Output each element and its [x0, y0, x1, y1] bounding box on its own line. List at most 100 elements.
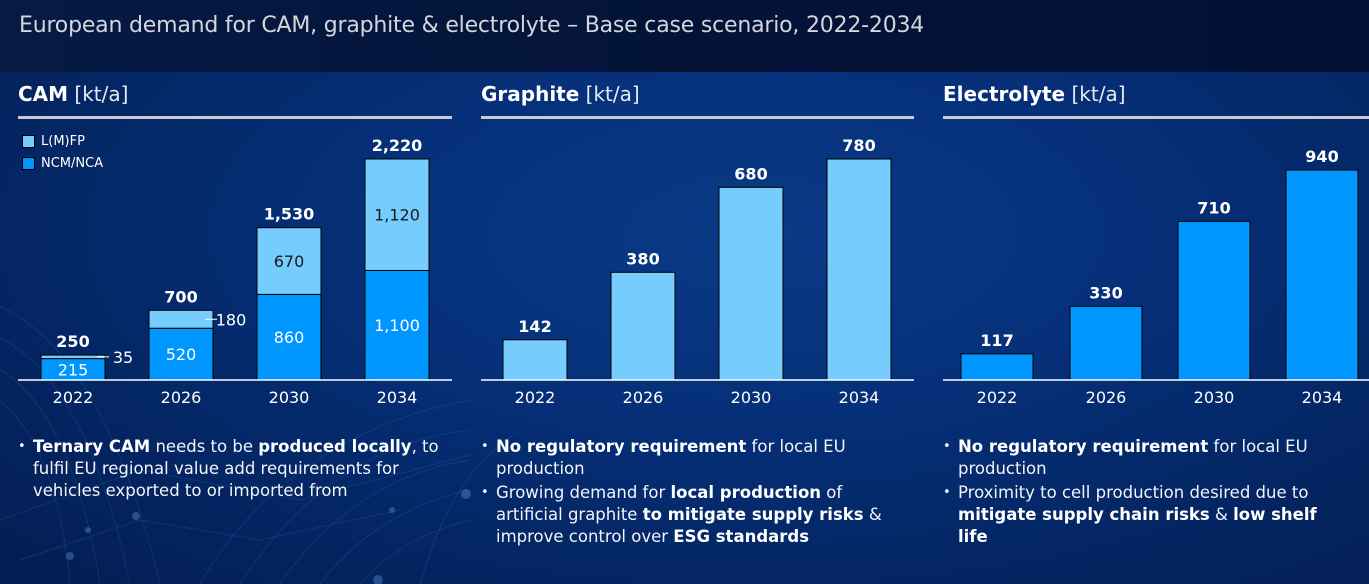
bar-value-label: 940 — [1305, 147, 1338, 166]
bar — [826, 158, 892, 381]
cam-bullets: Ternary CAM needs to be produced locally… — [18, 436, 458, 504]
graphite-bullets: No regulatory requirement for local EU p… — [481, 436, 901, 550]
graphite-chart: 142 380 680 780 2022 2026 2030 2034 — [481, 136, 914, 407]
unit-text: [kt/a] — [585, 82, 640, 106]
x-tick-label: 2030 — [269, 388, 310, 407]
electrolyte-chart: 117 330 710 940 2022 2026 2030 2034 — [943, 147, 1369, 407]
electrolyte-bullets: No regulatory requirement for local EU p… — [943, 436, 1343, 550]
legend-label: NCM/NCA — [41, 155, 104, 171]
bar-value-label: 780 — [842, 136, 875, 155]
bullet-text: needs to be — [150, 437, 259, 456]
bar-value-label: 117 — [980, 331, 1013, 350]
bullet-text: of artificial graphite — [496, 483, 843, 524]
panel-title-electrolyte: Electrolyte [kt/a] — [943, 82, 1126, 106]
chart-legend: L(M)FP NCM/NCA — [22, 130, 103, 174]
bar-value-label: 142 — [518, 317, 551, 336]
bullet-item: Proximity to cell production desired due… — [943, 482, 1343, 548]
bar — [1285, 169, 1359, 381]
x-tick-label: 2022 — [515, 388, 556, 407]
x-tick-label: 2030 — [1194, 388, 1235, 407]
x-tick-label: 2034 — [377, 388, 418, 407]
legend-swatch-ncm-nca — [22, 156, 35, 170]
segment-label-lmfp: 35 — [113, 348, 133, 367]
bullet-text: & improve control over — [496, 505, 882, 546]
panel-divider — [943, 116, 1369, 119]
unit-text: [kt/a] — [74, 82, 129, 106]
bullet-text: for local EU production — [958, 437, 1308, 478]
bullet-list: Ternary CAM needs to be produced locally… — [18, 436, 458, 502]
panel-graphite: Graphite [kt/a] 142 380 680 780 2022 2026 2030… — [481, 72, 914, 584]
bullet-emphasis: No regulatory requirement — [496, 437, 747, 456]
x-tick-label: 2034 — [1302, 388, 1343, 407]
bullet-emphasis: mitigate supply chain risks — [958, 505, 1210, 524]
bar — [502, 339, 568, 381]
bar — [610, 271, 676, 381]
bar-segment-lmfp — [40, 354, 106, 360]
bullet-text: Proximity to cell production desired due… — [958, 483, 1309, 502]
bullet-text: & — [1209, 505, 1234, 524]
bar-total-label: 2,220 — [372, 136, 423, 155]
segment-label-ncm-nca: 1,100 — [374, 316, 420, 335]
panel-divider — [481, 116, 914, 119]
panel-title-bold: Electrolyte — [943, 82, 1066, 106]
bullet-item: No regulatory requirement for local EU p… — [943, 436, 1343, 480]
bullet-text: , to fulfil EU regional value add requir… — [33, 437, 439, 500]
bullet-emphasis: No regulatory requirement — [958, 437, 1209, 456]
legend-item-lmfp: L(M)FP — [22, 130, 103, 152]
bar-value-label: 380 — [626, 249, 659, 268]
bullet-emphasis: produced locally — [258, 437, 412, 456]
bar-segment-lmfp — [256, 227, 322, 295]
segment-label-lmfp: 670 — [274, 252, 305, 271]
x-tick-label: 2034 — [839, 388, 880, 407]
cam-chart: 215 35 250 520 180 700 860 670 1,530 1,100 1,120 2,… — [18, 136, 452, 407]
bullet-item: Ternary CAM needs to be produced locally… — [18, 436, 458, 502]
bullet-emphasis: ESG standards — [673, 527, 810, 546]
segment-label-ncm-nca: 520 — [166, 345, 197, 364]
panel-divider — [18, 116, 452, 119]
bar-value-label: 710 — [1197, 198, 1230, 217]
page-title: European demand for CAM, graphite & elec… — [19, 13, 925, 38]
bar-value-label: 330 — [1089, 283, 1122, 302]
segment-label-lmfp: 180 — [216, 310, 247, 329]
x-tick-label: 2026 — [623, 388, 664, 407]
panel-title-unit: [kt/a] — [579, 82, 640, 106]
bar — [1069, 305, 1143, 381]
bullet-text: Growing demand for — [496, 483, 671, 502]
panel-electrolyte: Electrolyte [kt/a] 117 330 710 940 2022 2026 2… — [943, 72, 1369, 584]
bar-total-label: 700 — [164, 287, 197, 306]
bullet-list: No regulatory requirement for local EU p… — [943, 436, 1343, 548]
panel-title-bold: Graphite — [481, 82, 580, 106]
segment-label-lmfp: 1,120 — [374, 206, 420, 225]
bar — [960, 353, 1034, 381]
legend-item-ncm-nca: NCM/NCA — [22, 152, 103, 174]
bullet-item: Growing demand for local production of a… — [481, 482, 901, 548]
bar-segment-lmfp — [148, 309, 214, 329]
legend-swatch-lmfp — [22, 134, 35, 148]
x-tick-label: 2022 — [977, 388, 1018, 407]
panel-title-unit: [kt/a] — [68, 82, 128, 106]
bar-segment-ncm-nca — [364, 269, 430, 381]
bullet-text: for local EU production — [496, 437, 846, 478]
bar-segment-lmfp — [364, 158, 430, 271]
bar-total-label: 250 — [56, 332, 89, 351]
bar — [718, 186, 784, 381]
legend-label: L(M)FP — [41, 133, 85, 149]
bullet-list: No regulatory requirement for local EU p… — [481, 436, 901, 548]
bar — [1177, 220, 1251, 381]
segment-label-ncm-nca: 860 — [274, 328, 305, 347]
bar-value-label: 680 — [734, 164, 767, 183]
bar-total-label: 1,530 — [264, 205, 315, 224]
panel-title-unit: [kt/a] — [1065, 82, 1125, 106]
bullet-emphasis: to mitigate supply risks — [642, 505, 864, 524]
segment-label-ncm-nca: 215 — [58, 360, 89, 379]
bullet-item: No regulatory requirement for local EU p… — [481, 436, 901, 480]
bullet-emphasis: low shelf life — [958, 505, 1317, 546]
x-tick-label: 2026 — [1086, 388, 1127, 407]
x-tick-label: 2026 — [161, 388, 202, 407]
bullet-emphasis: local production — [670, 483, 822, 502]
bullet-emphasis: Ternary CAM — [33, 437, 151, 456]
panel-cam: CAM [kt/a] L(M)FP NCM/NCA 215 35 250 520 180… — [18, 72, 452, 584]
x-tick-label: 2022 — [53, 388, 94, 407]
x-tick-label: 2030 — [731, 388, 772, 407]
panel-title-graphite: Graphite [kt/a] — [481, 82, 640, 106]
